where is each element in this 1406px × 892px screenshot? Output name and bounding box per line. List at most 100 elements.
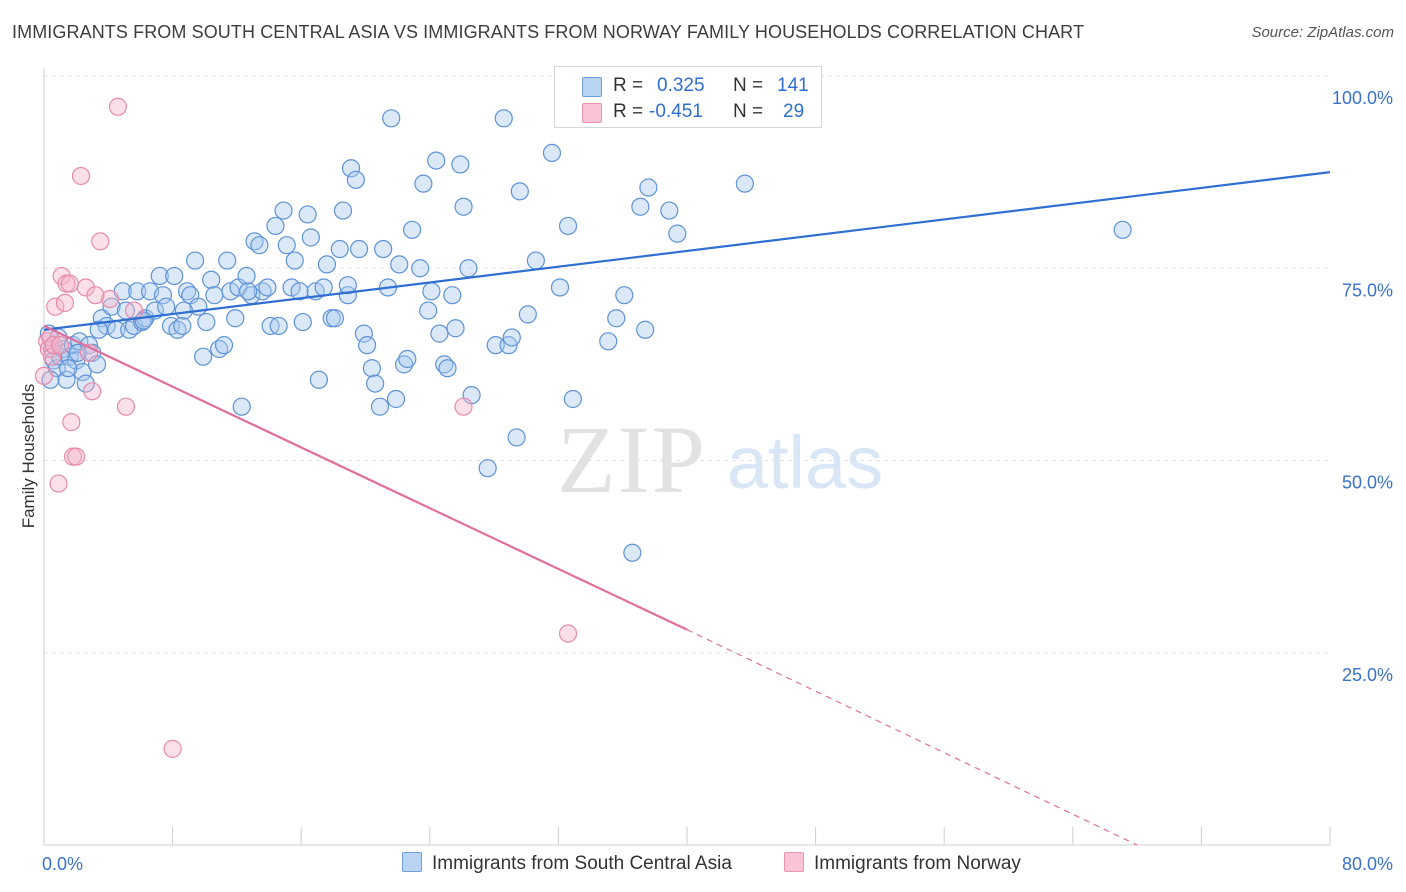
- legend-r-value: -0.451: [649, 101, 703, 122]
- grid-lines: [44, 75, 1330, 654]
- point-south-central-asia: [349, 239, 369, 259]
- correlation-legend: R = 0.325 N = 141 R = -0.451 N = 29: [554, 66, 822, 128]
- point-south-central-asia: [317, 255, 337, 274]
- point-south-central-asia: [494, 109, 513, 128]
- point-south-central-asia: [325, 309, 345, 328]
- point-south-central-asia: [57, 370, 76, 389]
- point-south-central-asia: [558, 216, 578, 236]
- source-label: Source: ZipAtlas.com: [1251, 24, 1394, 41]
- point-south-central-asia: [507, 428, 526, 447]
- point-south-central-asia: [293, 312, 312, 332]
- bottom-legend-pink: Immigrants from Norway: [784, 852, 1021, 875]
- point-south-central-asia: [330, 239, 349, 259]
- bottom-swatch-pink: [784, 852, 804, 872]
- point-south-central-asia: [443, 286, 462, 305]
- tick-labels: 25.0% 50.0% 75.0% 100.0% 0.0% 80.0%: [42, 88, 1393, 874]
- point-norway: [91, 232, 110, 251]
- point-south-central-asia: [631, 197, 650, 216]
- point-norway: [124, 301, 144, 320]
- point-south-central-asia: [390, 255, 409, 274]
- point-south-central-asia: [398, 349, 417, 369]
- legend-n-value: 29: [783, 101, 805, 122]
- point-south-central-asia: [366, 374, 385, 393]
- axes: [43, 68, 1331, 846]
- point-norway: [46, 297, 65, 316]
- point-south-central-asia: [451, 155, 470, 174]
- point-south-central-asia: [173, 316, 192, 336]
- point-south-central-asia: [285, 251, 304, 270]
- watermark: ZIP atlas: [557, 406, 883, 513]
- point-south-central-asia: [599, 332, 618, 351]
- point-norway: [83, 382, 102, 401]
- point-south-central-asia: [403, 220, 422, 239]
- point-south-central-asia: [422, 282, 441, 301]
- point-south-central-asia: [639, 178, 658, 197]
- point-south-central-asia: [636, 320, 655, 339]
- point-south-central-asia: [668, 224, 687, 243]
- point-south-central-asia: [314, 278, 333, 297]
- point-south-central-asia: [358, 336, 377, 355]
- point-south-central-asia: [354, 324, 373, 343]
- point-south-central-asia: [411, 259, 430, 278]
- point-south-central-asia: [218, 251, 237, 270]
- point-south-central-asia: [89, 320, 108, 339]
- point-south-central-asia: [266, 216, 285, 236]
- bottom-swatch-blue: [402, 852, 422, 872]
- point-south-central-asia: [194, 347, 213, 366]
- point-norway: [86, 286, 105, 305]
- point-south-central-asia: [550, 278, 570, 297]
- legend-n-label: N =: [733, 75, 764, 96]
- point-south-central-asia: [735, 174, 754, 193]
- point-norway: [108, 97, 128, 116]
- legend-n-value: 141: [777, 75, 809, 96]
- chart-title: IMMIGRANTS FROM SOUTH CENTRAL ASIA VS IM…: [12, 22, 1085, 42]
- point-south-central-asia: [615, 286, 634, 305]
- point-south-central-asia: [128, 282, 147, 301]
- trend-lines: [43, 171, 1331, 846]
- point-south-central-asia: [232, 397, 251, 416]
- point-norway: [60, 274, 79, 293]
- point-south-central-asia: [346, 170, 365, 189]
- point-south-central-asia: [277, 236, 296, 255]
- point-norway: [62, 412, 81, 432]
- point-norway: [71, 166, 91, 186]
- point-south-central-asia: [214, 336, 234, 355]
- point-south-central-asia: [370, 397, 390, 416]
- point-south-central-asia: [502, 328, 521, 347]
- point-norway: [44, 336, 63, 355]
- point-south-central-asia: [419, 301, 438, 320]
- point-south-central-asia: [660, 201, 679, 220]
- point-south-central-asia: [427, 151, 446, 170]
- point-norway: [50, 336, 70, 355]
- point-south-central-asia: [202, 270, 221, 289]
- point-norway: [76, 278, 95, 297]
- point-south-central-asia: [274, 201, 293, 220]
- legend-swatch-pink: [582, 103, 602, 123]
- point-south-central-asia: [338, 276, 357, 295]
- point-south-central-asia: [459, 259, 478, 278]
- legend-r-label: R =: [613, 75, 644, 96]
- point-norway: [34, 366, 54, 386]
- point-south-central-asia: [237, 266, 256, 286]
- point-south-central-asia: [454, 197, 473, 216]
- point-south-central-asia: [102, 297, 121, 316]
- point-south-central-asia: [438, 359, 457, 378]
- point-south-central-asia: [59, 359, 78, 378]
- point-south-central-asia: [382, 109, 401, 128]
- point-south-central-asia: [430, 324, 449, 343]
- point-south-central-asia: [1113, 220, 1132, 239]
- point-south-central-asia: [226, 309, 245, 328]
- point-south-central-asia: [239, 282, 258, 301]
- point-south-central-asia: [623, 543, 642, 562]
- point-norway: [116, 397, 136, 416]
- point-south-central-asia: [333, 201, 353, 220]
- series-south-central-asia: [39, 89, 1132, 562]
- point-south-central-asia: [526, 251, 545, 270]
- legend-swatch-blue: [582, 77, 602, 97]
- point-south-central-asia: [394, 355, 414, 374]
- point-south-central-asia: [386, 389, 406, 409]
- trend-line-south-central-asia: [43, 171, 1331, 331]
- y-tick-label: 100.0%: [1332, 88, 1393, 108]
- bottom-legend-blue: Immigrants from South Central Asia: [402, 852, 732, 875]
- watermark-atlas: atlas: [727, 421, 883, 504]
